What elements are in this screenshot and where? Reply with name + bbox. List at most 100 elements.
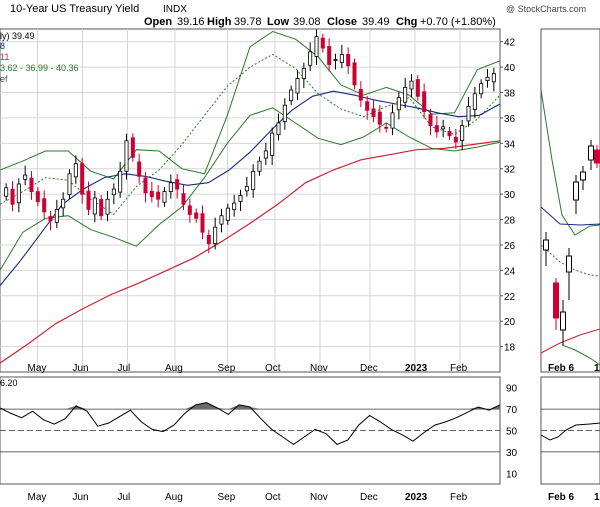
open-value: 39.16 [177, 16, 205, 28]
candle-body [111, 188, 116, 196]
candle-body [320, 37, 325, 49]
zoom-label-feb6: Feb 6 [548, 363, 575, 374]
candle-body [396, 97, 401, 111]
month-label: May [28, 363, 47, 374]
legend-ma-mid: 8 [0, 41, 5, 51]
candle-body [371, 108, 376, 118]
ohlc-summary: Open 39.16 High 39.78 Low 39.08 Close 39… [144, 16, 496, 28]
candle-body [403, 87, 408, 103]
candle-body [42, 198, 47, 213]
rsi-tick-label: 90 [506, 384, 518, 395]
candle-body [479, 83, 484, 95]
high-label: High [207, 16, 232, 28]
rsi-overbought-fill [0, 402, 500, 410]
candle-body [472, 93, 477, 110]
bollinger-lower-line [0, 107, 501, 271]
month-axis: May Jun Jul Aug Sep Oct Nov Dec 2023 Feb [28, 363, 468, 374]
price-tick-label: 30 [504, 190, 516, 201]
price-tick-label: 42 [504, 38, 516, 49]
rsi-tick-label: 50 [506, 427, 518, 438]
candle-body [143, 177, 148, 194]
zoom-panel-content [540, 89, 600, 366]
candle-body [441, 126, 446, 130]
rsi-tick-label: 10 [506, 469, 518, 480]
chart-index: INDX [163, 4, 187, 15]
rsi-month-label: Oct [265, 492, 281, 503]
candle-body [4, 187, 9, 197]
candle-body [162, 191, 167, 203]
rsi-month-label: Jun [73, 492, 89, 503]
candle-body [244, 186, 249, 192]
candle-body [491, 73, 496, 83]
close-value: 39.49 [362, 16, 390, 28]
legend-close: ly) 39.49 [0, 31, 35, 41]
candle-body [295, 78, 300, 94]
candle-body [149, 190, 154, 198]
rsi-month-label: Feb [450, 492, 468, 503]
month-label: 2023 [405, 363, 428, 374]
candle-body [409, 80, 414, 90]
price-tick-label: 24 [504, 266, 516, 277]
candle-body [251, 170, 256, 190]
month-label: Feb [450, 363, 468, 374]
candle-body [23, 174, 28, 180]
zoom-panel [540, 28, 600, 373]
high-value: 39.78 [234, 16, 262, 28]
zoom-candle-body [573, 181, 579, 201]
chg-label: Chg [396, 16, 417, 28]
candle-body [181, 193, 186, 205]
candle-body [333, 59, 338, 61]
candle-body [460, 125, 465, 141]
candle-body [263, 150, 268, 159]
candle-body [80, 163, 85, 195]
close-label: Close [327, 16, 357, 28]
zoom-candle-body [543, 239, 549, 251]
price-tick-label: 38 [504, 89, 516, 100]
zoom-candle-body [553, 282, 559, 319]
month-label: Jul [118, 363, 131, 374]
candle-body [194, 212, 199, 219]
open-label: Open [144, 16, 172, 28]
candle-body [35, 191, 40, 203]
candle-body [339, 54, 344, 63]
candle-body [73, 163, 78, 178]
zoom-candle-body [594, 149, 600, 164]
price-axis: 42 40 38 36 34 32 30 28 26 24 22 20 18 [500, 38, 516, 354]
month-label: Dec [360, 363, 378, 374]
price-tick-label: 26 [504, 241, 516, 252]
month-label: Nov [310, 363, 328, 374]
candle-body [314, 36, 319, 57]
candle-body [213, 226, 218, 245]
candle-body [130, 137, 135, 158]
candle-body [301, 67, 306, 79]
candle-body [99, 199, 104, 217]
candle-body [124, 140, 129, 172]
zoom-bollinger-mid [540, 244, 600, 277]
candle-body [137, 161, 142, 177]
candle-body [118, 170, 123, 193]
candle-body [485, 76, 490, 81]
candle-body [29, 177, 34, 193]
candle-body [48, 216, 53, 222]
month-label: Aug [165, 363, 183, 374]
price-tick-label: 40 [504, 63, 516, 74]
candle-body [219, 215, 224, 225]
price-tick-label: 28 [504, 216, 516, 227]
price-tick-label: 20 [504, 317, 516, 328]
low-value: 39.08 [293, 16, 321, 28]
candle-body [61, 198, 66, 209]
price-tick-label: 36 [504, 114, 516, 125]
candle-body [67, 173, 72, 196]
candlesticks [4, 29, 496, 254]
chg-value: +0.70 (+1.80%) [420, 16, 496, 28]
legend-ref: ef [0, 74, 8, 84]
zoom-ma-mid [540, 206, 600, 226]
zoom-candle-body [588, 145, 594, 161]
rsi-line [0, 402, 501, 446]
candle-body [105, 198, 110, 215]
zoom-rsi-line [540, 422, 600, 441]
candle-body [422, 91, 427, 112]
candle-body [200, 213, 205, 233]
candle-body [16, 183, 21, 204]
rsi-month-label: 2023 [405, 492, 428, 503]
